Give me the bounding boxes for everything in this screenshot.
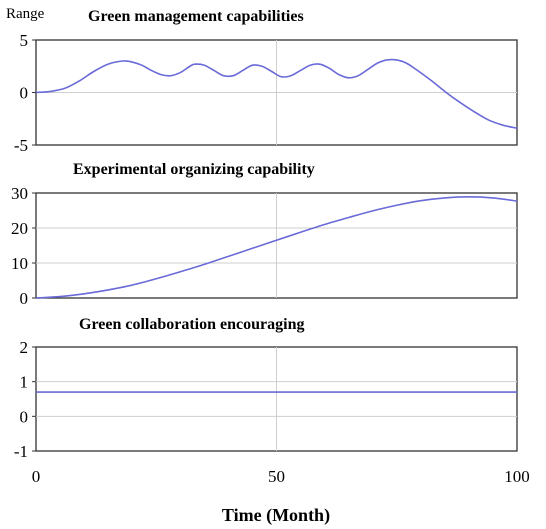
y-tick-label: 2 <box>20 338 29 357</box>
series-line-1 <box>35 58 518 129</box>
y-ticks-2: 30 20 10 0 <box>11 184 36 308</box>
y-ticks-1: 5 0 -5 <box>14 31 36 155</box>
panel-title-2: Experimental organizing capability <box>73 161 315 178</box>
y-tick-label: 20 <box>11 219 28 238</box>
range-label: Range <box>6 6 45 22</box>
y-tick-label: -1 <box>14 442 28 461</box>
grid-2 <box>36 193 517 298</box>
y-tick-label: -5 <box>14 136 28 155</box>
y-tick-label: 5 <box>20 31 29 50</box>
grid-3 <box>36 347 517 451</box>
x-axis-label: Time (Month) <box>222 505 330 526</box>
grid-1 <box>36 40 517 145</box>
y-tick-label: 10 <box>11 254 28 273</box>
y-ticks-3: 2 1 0 -1 <box>14 338 36 461</box>
y-tick-label: 0 <box>20 407 29 426</box>
x-tick-label: 50 <box>268 467 285 486</box>
series-line-2 <box>35 196 518 299</box>
y-tick-label: 30 <box>11 184 28 203</box>
panel-title-3: Green collaboration encouraging <box>79 316 304 333</box>
panel-experimental-organizing: Experimental organizing capability 30 20 1… <box>11 161 518 308</box>
y-tick-label: 0 <box>20 289 29 308</box>
y-tick-label: 0 <box>20 84 29 103</box>
x-tick-labels: 0 50 100 <box>32 467 530 486</box>
y-tick-label: 1 <box>20 373 29 392</box>
panel-green-management: Green management capabilities 5 0 -5 <box>14 8 518 155</box>
x-tick-label: 0 <box>32 467 41 486</box>
panel-green-collaboration: Green collaboration encouraging 2 1 0 -1 <box>14 316 518 461</box>
x-tick-label: 100 <box>504 467 530 486</box>
panel-title-1: Green management capabilities <box>88 8 304 25</box>
